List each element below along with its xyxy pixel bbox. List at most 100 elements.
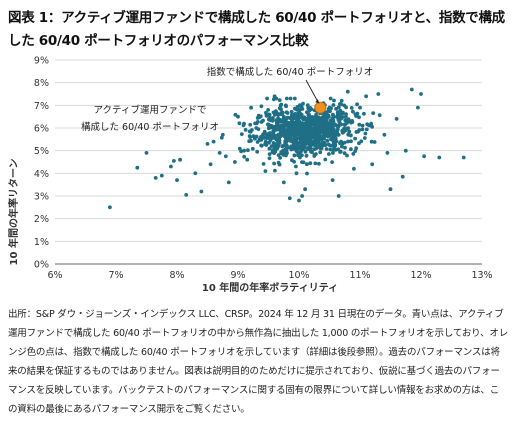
active-portfolio-point: [312, 147, 317, 152]
active-portfolio-point: [333, 136, 338, 140]
active-portfolio-point: [346, 139, 350, 144]
x-tick-label: 9%: [230, 270, 245, 281]
active-portfolio-point: [335, 115, 340, 119]
active-portfolio-point: [346, 117, 351, 122]
active-portfolio-point: [332, 133, 337, 137]
active-portfolio-point: [285, 111, 290, 115]
active-portfolio-point: [283, 103, 288, 108]
active-portfolio-point: [135, 165, 140, 170]
active-portfolio-point: [307, 145, 311, 150]
active-portfolio-point: [260, 134, 265, 139]
active-portfolio-point: [289, 116, 293, 120]
active-portfolio-point: [347, 129, 352, 134]
active-portfolio-point: [316, 138, 321, 143]
active-portfolio-point: [284, 153, 288, 158]
active-portfolio-point: [293, 144, 298, 148]
active-portfolio-point: [346, 126, 350, 131]
active-portfolio-point: [250, 146, 255, 151]
active-portfolio-point: [409, 87, 414, 92]
active-portfolio-point: [267, 152, 272, 156]
active-portfolio-point: [272, 145, 277, 150]
index-annotation-arrow: [305, 79, 319, 103]
y-axis-label: 10 年間の年率リターン: [7, 159, 20, 266]
active-portfolio-point: [242, 148, 247, 153]
active-portfolio-point: [330, 160, 334, 164]
gridlines: [55, 59, 482, 265]
y-tick-labels: 0% 1% 2% 3% 4% 5% 6% 7% 8% 9%: [34, 56, 49, 271]
active-portfolio-point: [275, 123, 280, 128]
active-portfolio-point: [289, 109, 294, 114]
active-portfolio-point: [269, 144, 274, 148]
active-portfolio-point: [367, 123, 371, 128]
active-portfolio-point: [292, 136, 297, 140]
active-portfolio-point: [330, 137, 335, 141]
active-portfolio-point: [254, 121, 259, 126]
figure-title: 図表 1：アクティブ運用ファンドで構成した 60/40 ポートフォリオと、指数で…: [8, 10, 505, 49]
index-portfolio-point: [314, 101, 327, 114]
active-portfolio-point: [345, 89, 350, 94]
active-portfolio-point: [338, 150, 342, 154]
y-tick-label: 1%: [34, 237, 49, 248]
active-portfolio-point: [293, 112, 298, 116]
active-portfolio-point: [339, 102, 343, 107]
active-portfolio-point: [320, 118, 325, 123]
x-tick-label: 12%: [410, 270, 431, 281]
active-portfolio-point: [277, 106, 282, 111]
active-portfolio-point: [345, 153, 349, 158]
active-portfolio-point: [377, 113, 382, 118]
active-portfolio-point: [349, 139, 353, 144]
active-portfolio-point: [292, 127, 297, 131]
active-portfolio-point: [357, 115, 361, 120]
active-portfolio-point: [292, 121, 297, 126]
active-portfolio-point: [331, 103, 336, 107]
active-portfolio-point: [336, 105, 341, 110]
active-portfolio-point: [338, 108, 343, 113]
active-portfolio-point: [376, 92, 381, 96]
active-portfolio-point: [267, 116, 272, 120]
active-portfolio-point: [265, 136, 269, 140]
active-portfolio-point: [247, 129, 252, 134]
active-portfolio-point: [284, 130, 289, 135]
x-tick-label: 8%: [169, 270, 184, 281]
active-portfolio-point: [298, 128, 303, 132]
active-portfolio-point: [325, 138, 330, 143]
active-portfolio-point: [159, 173, 164, 178]
active-portfolio-point: [253, 136, 257, 141]
active-portfolio-point: [278, 125, 283, 129]
active-portfolio-point: [336, 147, 341, 152]
active-portfolio-point: [208, 162, 213, 167]
active-portfolio-point: [322, 134, 327, 139]
active-portfolio-point: [301, 101, 305, 106]
active-portfolio-point: [226, 180, 231, 185]
active-portfolio-point: [349, 147, 353, 152]
active-portfolio-point: [297, 145, 302, 149]
x-tick-labels: 6% 7% 8% 9% 10% 11% 12% 13%: [47, 270, 492, 281]
active-portfolio-point: [282, 117, 286, 122]
active-portfolio-point: [360, 127, 365, 132]
active-portfolio-point: [255, 140, 260, 144]
active-portfolio-point: [271, 110, 276, 115]
x-tick-label: 7%: [108, 270, 123, 281]
active-portfolio-point: [292, 159, 296, 164]
active-portfolio-point: [300, 194, 304, 198]
active-portfolio-point: [332, 127, 336, 132]
active-portfolio-point: [341, 110, 345, 115]
active-portfolio-point: [353, 149, 358, 153]
active-portfolio-point: [310, 128, 315, 133]
active-portfolio-point: [318, 143, 322, 147]
active-portfolio-point: [273, 168, 277, 173]
active-portfolio-point: [317, 161, 321, 166]
active-portfolio-point: [257, 115, 262, 120]
active-portfolio-point: [274, 96, 279, 101]
active-portfolio-point: [330, 178, 335, 182]
active-portfolio-point: [355, 111, 360, 116]
active-portfolio-point: [261, 118, 265, 123]
active-portfolio-point: [295, 105, 300, 109]
active-portfolio-point: [385, 151, 390, 155]
active-portfolio-point: [266, 126, 271, 131]
active-portfolio-point: [279, 128, 284, 133]
active-portfolio-point: [256, 127, 261, 131]
active-portfolio-point: [289, 132, 294, 136]
